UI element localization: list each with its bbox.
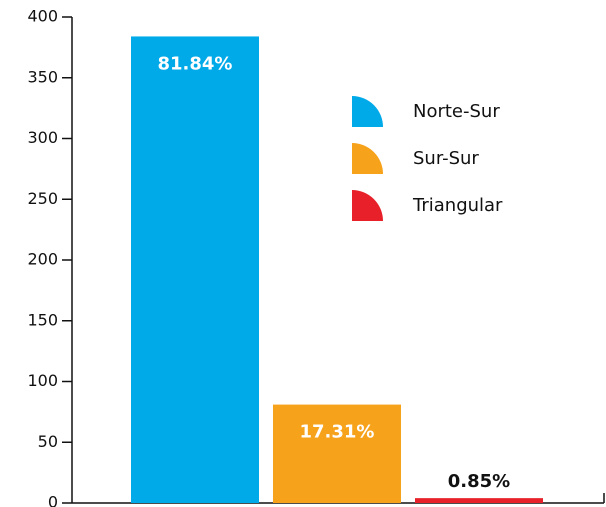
legend-icon [352,96,383,127]
y-tick-label: 200 [27,250,58,269]
bar [131,36,259,503]
y-tick-label: 300 [27,128,58,147]
legend-icon [352,143,383,174]
y-tick-label: 250 [27,189,58,208]
bar-label: 17.31% [300,422,375,443]
y-tick-label: 400 [27,7,58,26]
bar-label: 81.84% [158,53,233,74]
y-tick-label: 350 [27,67,58,86]
legend-label: Triangular [412,195,503,216]
bar [273,404,401,503]
legend-label: Norte-Sur [413,101,500,122]
legend-icon [352,190,383,221]
legend-label: Sur-Sur [413,148,479,169]
bar-label: 0.85% [448,471,510,492]
bar [415,498,543,503]
y-tick-label: 100 [27,371,58,390]
y-tick-label: 0 [48,493,58,507]
y-tick-label: 150 [27,310,58,329]
y-tick-label: 50 [38,432,58,451]
